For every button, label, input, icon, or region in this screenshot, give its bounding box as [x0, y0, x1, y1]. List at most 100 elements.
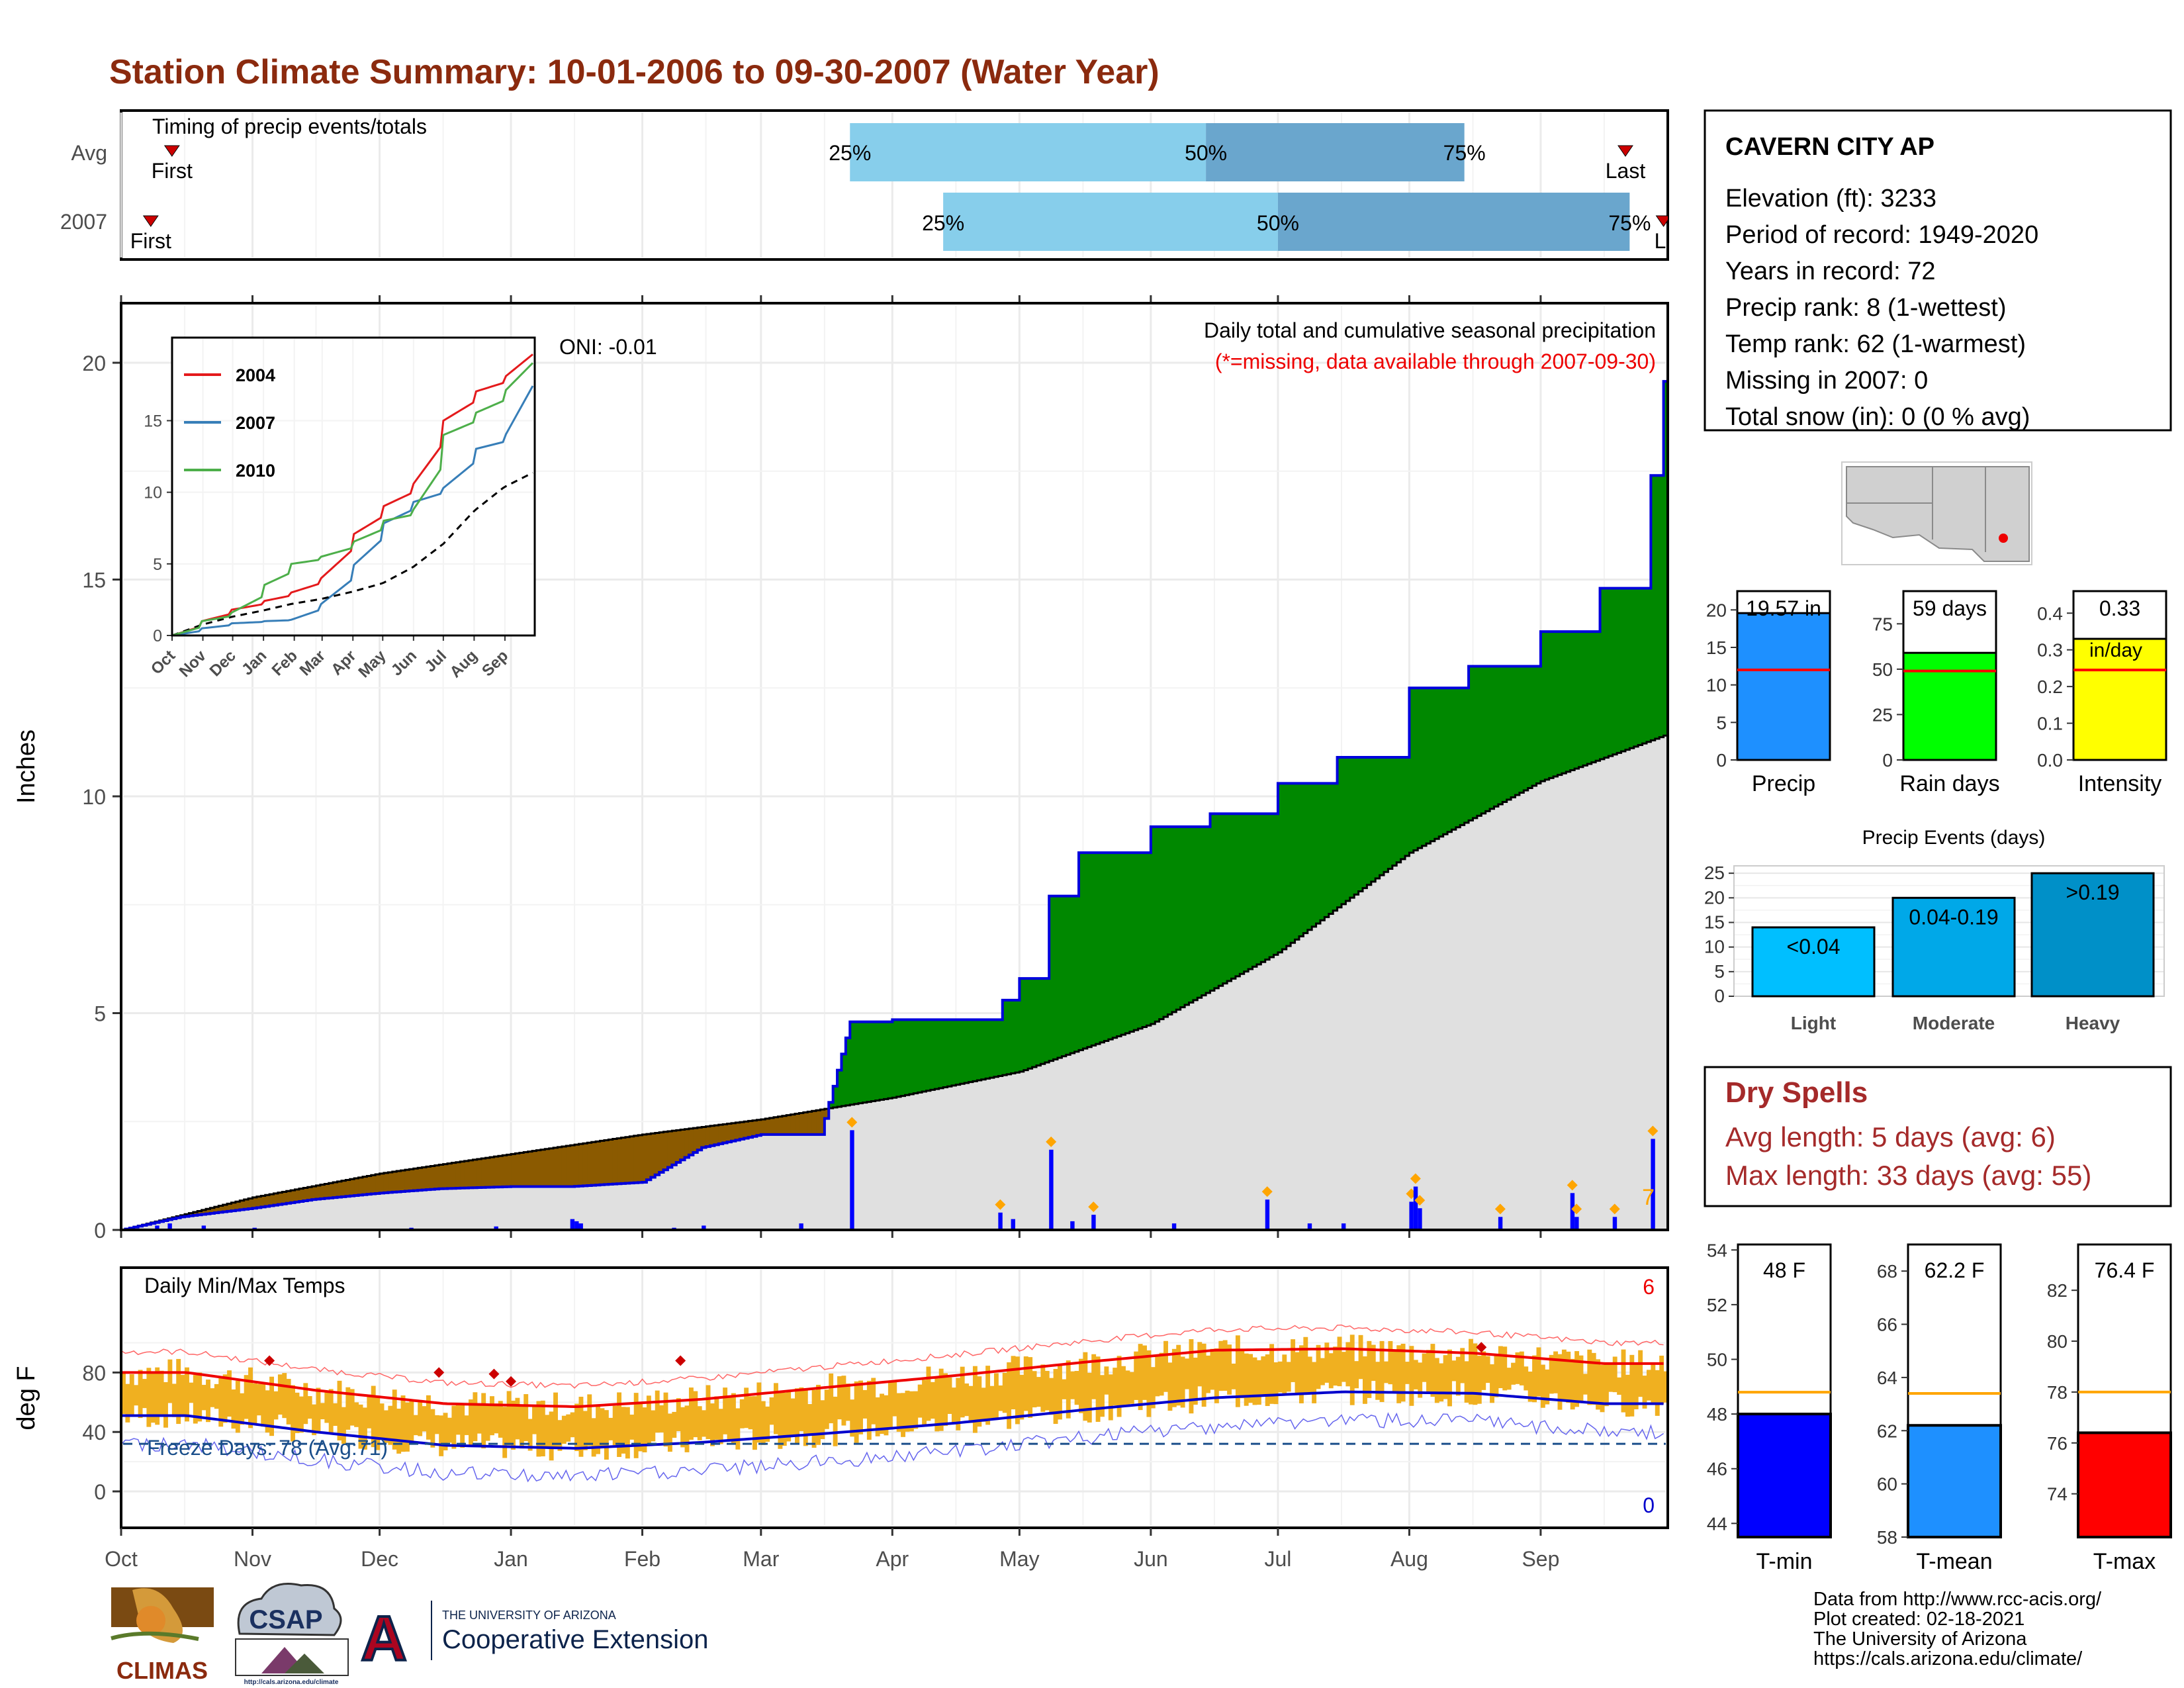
- locator-map: [1841, 461, 2032, 565]
- timing-p50-label: 50%: [1257, 211, 1299, 235]
- precip-corner-label: 7: [1642, 1185, 1655, 1210]
- temp-ylabel: deg F: [13, 1366, 40, 1430]
- precip-ytick-label: 5: [94, 1002, 106, 1026]
- daily-temp-bar: [1617, 1377, 1622, 1395]
- daily-temp-bar: [286, 1379, 291, 1425]
- surplus-fill: [1608, 588, 1614, 757]
- daily-temp-bar: [392, 1389, 397, 1450]
- daily-precip-bar: [1498, 1217, 1503, 1230]
- surplus-fill: [1515, 666, 1520, 795]
- daily-temp-bar: [998, 1385, 1003, 1411]
- tmean-value-text: 62.2 F: [1925, 1258, 1985, 1282]
- daily-temp-bar: [1044, 1370, 1050, 1411]
- daily-temp-bar: [320, 1403, 325, 1420]
- surplus-fill: [934, 1019, 940, 1090]
- dry-spells-max: Max length: 33 days (avg: 55): [1725, 1160, 2091, 1191]
- daily-temp-bar: [1384, 1361, 1388, 1383]
- deficit-fill: [760, 1119, 766, 1135]
- surplus-fill: [858, 1021, 864, 1103]
- daily-temp-bar: [1252, 1357, 1257, 1405]
- deficit-fill: [273, 1193, 279, 1205]
- deficit-fill: [269, 1194, 275, 1206]
- daily-temp-bar: [1193, 1357, 1198, 1405]
- surplus-fill: [1502, 666, 1508, 802]
- deficit-fill: [218, 1205, 224, 1213]
- surplus-fill: [1494, 666, 1499, 807]
- heavy-event-marker: [1647, 1125, 1659, 1137]
- heavy-event-marker: [1571, 1203, 1582, 1215]
- surplus-fill: [1349, 757, 1355, 898]
- surplus-fill: [887, 1021, 893, 1099]
- deficit-fill: [307, 1187, 312, 1201]
- deficit-fill: [227, 1203, 232, 1211]
- daily-temp-bar: [1604, 1364, 1609, 1407]
- tmean-ytick-label: 62: [1877, 1421, 1897, 1441]
- deficit-fill: [676, 1130, 681, 1163]
- deficit-fill: [651, 1133, 656, 1178]
- intensity-value-text: 0.33: [2099, 596, 2140, 620]
- daily-temp-bar: [964, 1383, 970, 1417]
- surplus-fill: [1100, 853, 1105, 1043]
- timing-first-marker: [163, 145, 180, 157]
- daily-temp-bar: [1007, 1362, 1012, 1429]
- daily-temp-bar: [1638, 1350, 1643, 1397]
- daily-temp-bar: [744, 1387, 749, 1429]
- surplus-fill: [1070, 896, 1075, 1054]
- daily-temp-bar: [858, 1380, 863, 1434]
- daily-temp-bar: [269, 1376, 274, 1436]
- daily-temp-bar: [968, 1385, 974, 1423]
- timing-last-label: Last: [1606, 159, 1646, 183]
- daily-temp-bar: [1303, 1336, 1308, 1393]
- events-bar-label: <0.04: [1787, 935, 1841, 959]
- daily-temp-bar: [1337, 1336, 1342, 1387]
- precip-caption: Daily total and cumulative seasonal prec…: [1204, 318, 1656, 342]
- daily-temp-bar: [1121, 1366, 1126, 1407]
- events-bar-label: 0.04-0.19: [1909, 905, 1998, 929]
- station-precip-rank: Precip rank: 8 (1-wettest): [1725, 294, 2006, 322]
- daily-temp-bar: [642, 1407, 647, 1453]
- precip-gauges: 0 5 10 15 20 Precip 19.57 in 0 25 50 75 Rain days 59…: [1706, 590, 2167, 796]
- events-category-label: Heavy: [2066, 1013, 2120, 1033]
- daily-temp-bar: [1422, 1353, 1427, 1382]
- daily-precip-bar: [201, 1225, 206, 1230]
- daily-temp-bar: [1570, 1358, 1575, 1410]
- surplus-fill: [1443, 688, 1448, 835]
- daily-temp-bar: [727, 1395, 732, 1440]
- daily-temp-bar: [1651, 1362, 1656, 1405]
- dry-spells-avg: Avg length: 5 days (avg: 6): [1725, 1121, 2056, 1152]
- deficit-fill: [375, 1174, 381, 1194]
- daily-temp-bar: [714, 1396, 719, 1440]
- daily-temp-bar: [1197, 1342, 1203, 1387]
- daily-temp-bar: [240, 1393, 245, 1425]
- deficit-fill: [702, 1127, 707, 1148]
- daily-temp-bar: [409, 1400, 414, 1444]
- daily-temp-bar: [1324, 1342, 1330, 1383]
- temp-panel: 0 40 80 deg F Daily Min/Max Temps Freeze D…: [13, 1266, 1669, 1571]
- surplus-fill: [977, 1019, 982, 1081]
- daily-temp-bar: [655, 1390, 660, 1433]
- daily-temp-bar: [159, 1370, 164, 1417]
- raindays-gauge-bar: [1902, 651, 1997, 761]
- surplus-fill: [1532, 666, 1537, 786]
- daily-temp-bar: [752, 1396, 757, 1450]
- daily-temp-bar: [312, 1404, 317, 1436]
- timing-panel: 25% 50% 75% First Last 25% 50% 75% First Last Tim…: [60, 109, 1669, 261]
- deficit-fill: [277, 1192, 283, 1205]
- surplus-fill: [1265, 814, 1270, 960]
- deficit-fill: [473, 1159, 478, 1188]
- daily-temp-bar: [1142, 1345, 1147, 1400]
- daily-temp-bar: [171, 1383, 177, 1417]
- daily-temp-bar: [570, 1412, 575, 1438]
- deficit-fill: [392, 1171, 397, 1192]
- timing-first-label: First: [130, 229, 171, 253]
- surplus-fill: [1511, 666, 1516, 798]
- surplus-fill: [1545, 632, 1550, 780]
- month-label: Nov: [234, 1547, 271, 1571]
- deficit-fill: [625, 1137, 630, 1184]
- deficit-fill: [409, 1169, 414, 1192]
- daily-temp-bar: [1040, 1364, 1046, 1412]
- daily-temp-bar: [515, 1397, 520, 1440]
- surplus-fill: [956, 1019, 961, 1085]
- daily-temp-bar: [638, 1401, 643, 1452]
- daily-temp-bar: [1210, 1348, 1215, 1390]
